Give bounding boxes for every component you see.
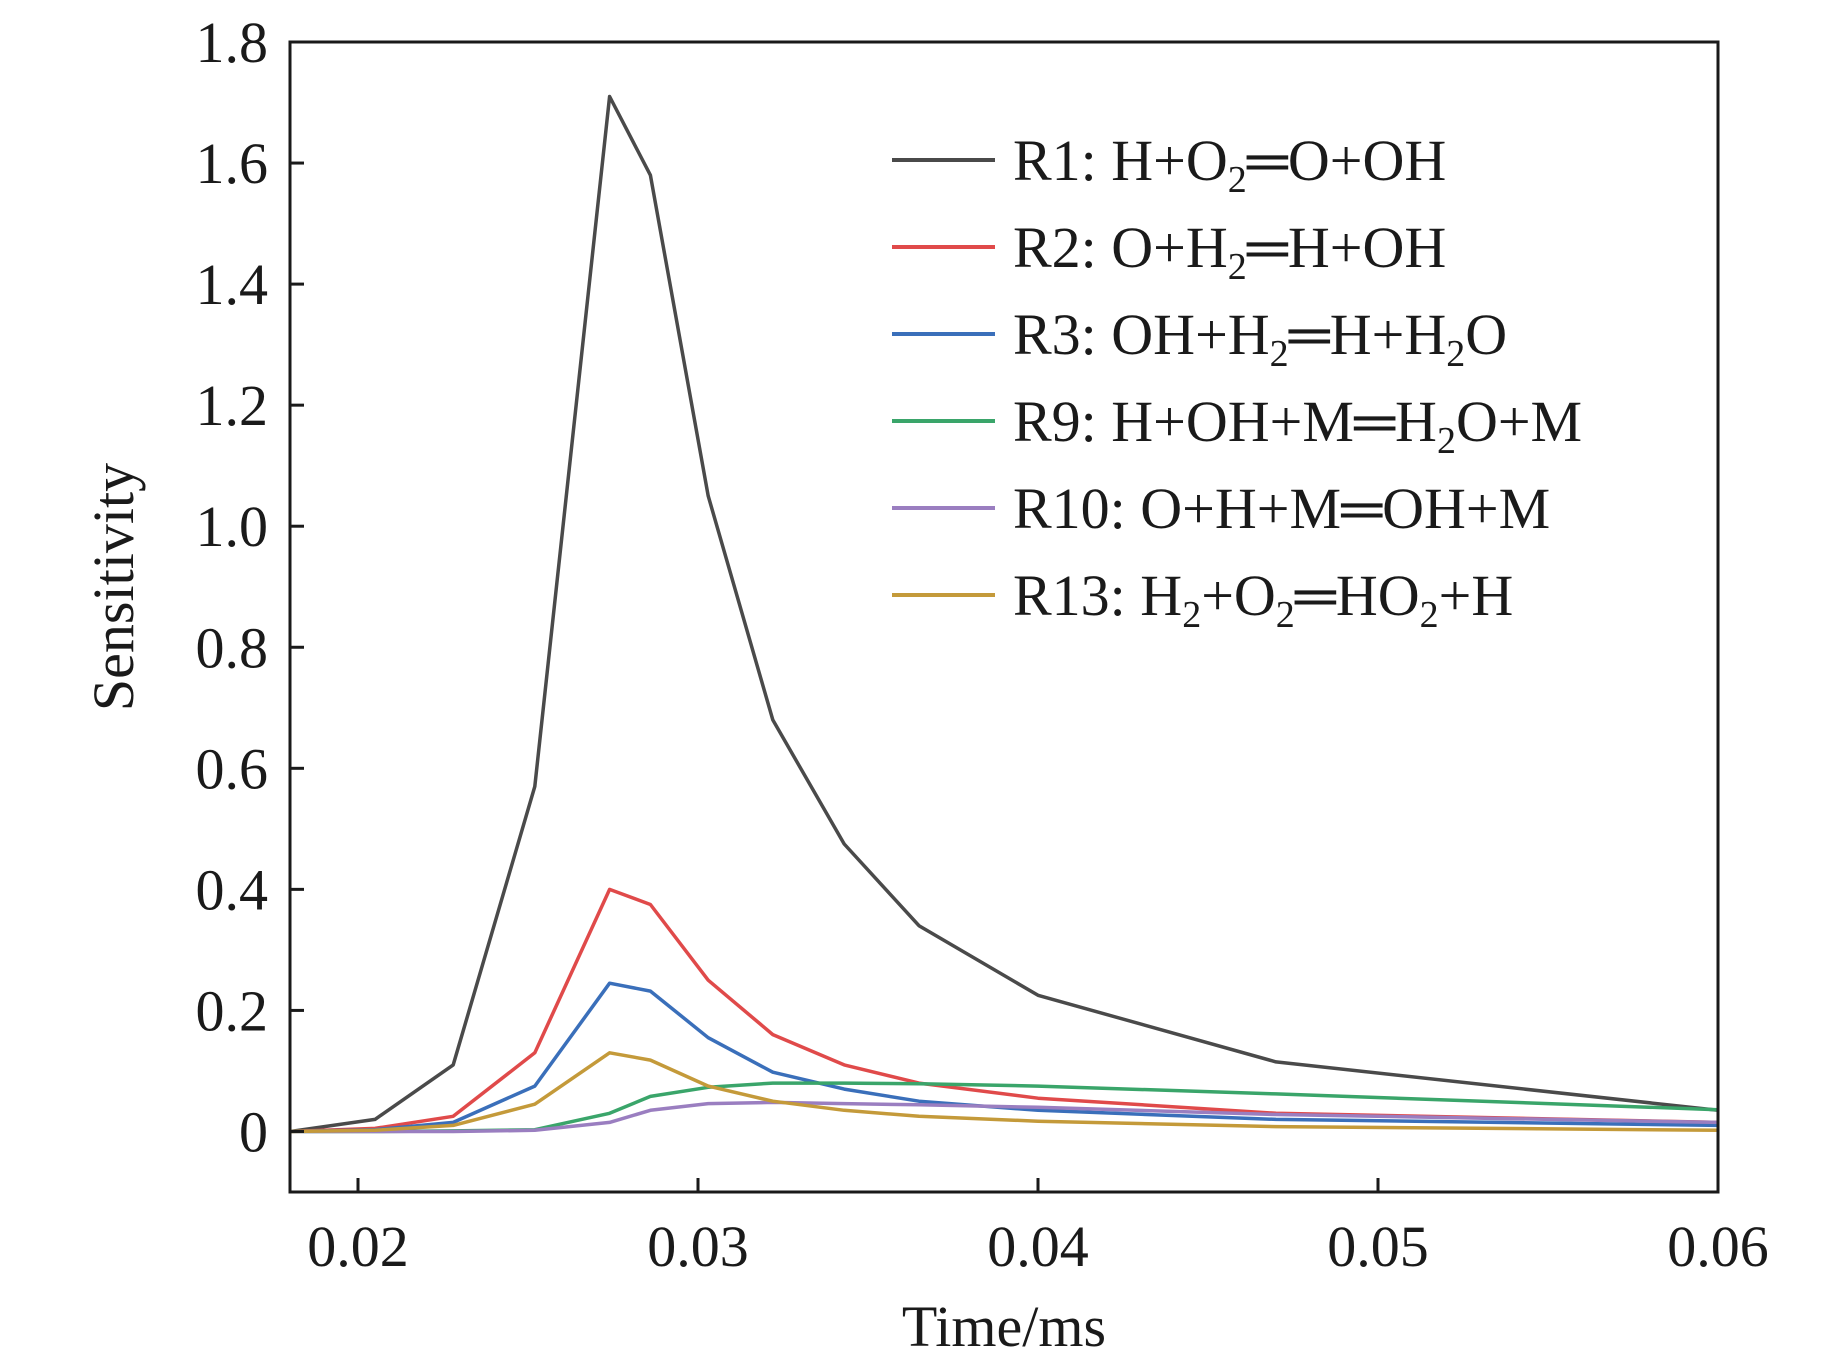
ticks-layer: 0.02 0.03 0.04 0.05 0.06 0 0.2 0.4 0.6 0.8 1.0 1.2 1… (196, 10, 1769, 1279)
series-line-3 (290, 981, 1718, 1134)
series-layer (290, 94, 1718, 1134)
legend-label: R13: H2+O2═HO2+H (1013, 563, 1513, 636)
legend-label: R1: H+O2═O+OH (1013, 128, 1446, 201)
y-tick-label: 0.6 (196, 736, 269, 801)
x-tick-label: 0.04 (987, 1214, 1089, 1279)
y-tick-label: 0 (239, 1099, 268, 1164)
series-line-2 (290, 887, 1718, 1134)
x-tick-label: 0.05 (1327, 1214, 1429, 1279)
legend-label: R10: O+H+M═OH+M (1013, 476, 1550, 541)
y-axis-label: Sensitivity (81, 463, 146, 711)
x-axis-label: Time/ms (902, 1294, 1106, 1359)
series-line-6 (290, 1051, 1718, 1134)
x-tick-label: 0.02 (307, 1214, 409, 1279)
x-tick-label: 0.03 (647, 1214, 749, 1279)
y-tick-label: 0.8 (196, 615, 269, 680)
series-line-1 (290, 94, 1718, 1134)
y-tick-label: 1.4 (196, 252, 269, 317)
x-tick-label: 0.06 (1667, 1214, 1769, 1279)
plot-frame (288, 40, 1720, 1194)
y-tick-label: 1.2 (196, 373, 269, 438)
y-tick-label: 1.0 (196, 494, 269, 559)
y-tick-label: 0.2 (196, 978, 269, 1043)
legend-label: R3: OH+H2═H+H2O (1013, 302, 1507, 375)
y-tick-label: 0.4 (196, 857, 269, 922)
y-tick-label: 1.8 (196, 10, 269, 75)
series-line-5 (290, 1100, 1718, 1134)
y-tick-label: 1.6 (196, 131, 269, 196)
legend-label: R9: H+OH+M═H2O+M (1013, 389, 1582, 462)
legend-label: R2: O+H2═H+OH (1013, 215, 1446, 288)
legend: R1: H+O2═O+OH R2: O+H2═H+OH R3: OH+H2═H+H2… (892, 128, 1582, 636)
